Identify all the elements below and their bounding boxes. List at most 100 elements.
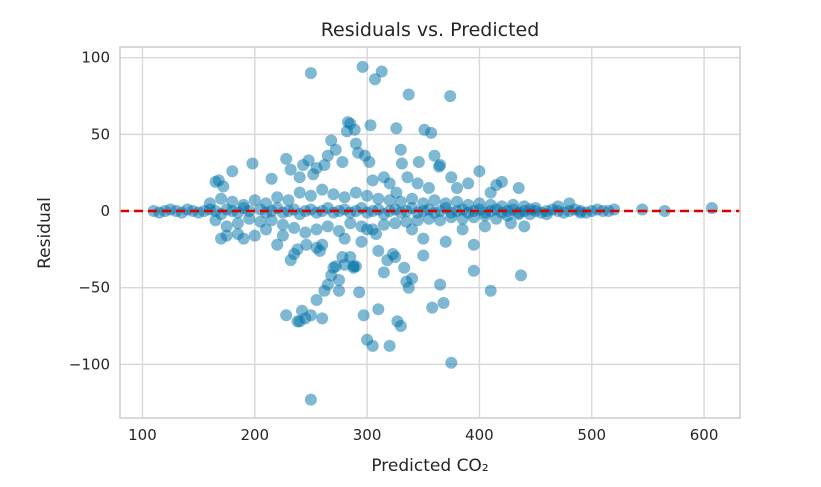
- y-axis-ticks: −100 −50 0 50 100: [69, 49, 110, 374]
- data-point: [361, 223, 374, 236]
- data-point: [518, 220, 531, 233]
- plot-frame: [119, 46, 741, 419]
- data-point: [495, 200, 508, 213]
- data-point: [444, 90, 457, 103]
- data-point: [515, 269, 527, 282]
- data-point: [402, 88, 415, 101]
- data-point: [280, 309, 293, 322]
- data-point: [215, 192, 228, 205]
- data-point: [462, 198, 475, 211]
- y-tick-label: 50: [91, 125, 110, 143]
- data-point: [349, 137, 362, 150]
- data-point: [284, 254, 297, 267]
- data-point: [243, 212, 256, 225]
- data-point: [280, 152, 293, 165]
- data-point: [456, 223, 469, 236]
- data-point: [372, 303, 385, 316]
- data-point: [507, 198, 520, 211]
- data-point: [445, 211, 458, 224]
- data-point: [417, 249, 430, 262]
- data-point: [304, 393, 317, 406]
- data-point: [327, 188, 340, 201]
- data-point: [310, 223, 323, 236]
- data-point: [377, 218, 390, 231]
- data-point: [552, 200, 564, 213]
- data-point: [484, 284, 497, 297]
- x-tick-label: 200: [240, 426, 269, 444]
- data-point: [394, 195, 407, 208]
- data-point: [366, 339, 379, 352]
- data-point: [366, 174, 379, 187]
- data-point: [344, 217, 357, 230]
- data-point: [445, 171, 458, 184]
- data-point: [329, 143, 342, 156]
- data-point: [370, 228, 383, 240]
- data-point: [316, 238, 329, 251]
- data-point: [364, 119, 377, 132]
- data-point: [302, 154, 315, 167]
- data-point: [484, 198, 497, 211]
- data-point: [265, 172, 278, 185]
- data-point: [473, 165, 486, 178]
- data-point: [304, 189, 317, 202]
- data-point: [658, 205, 671, 217]
- data-point: [390, 122, 403, 135]
- data-point: [467, 211, 480, 224]
- data-point: [203, 197, 216, 210]
- data-point: [237, 198, 250, 211]
- data-point: [422, 182, 435, 194]
- data-point: [411, 214, 424, 227]
- data-point: [293, 171, 306, 184]
- data-point: [248, 194, 261, 207]
- data-point: [342, 116, 354, 129]
- y-tick-label: −50: [78, 279, 110, 297]
- data-point: [473, 197, 486, 210]
- data-point: [220, 220, 233, 233]
- data-point: [291, 243, 304, 256]
- plot-area: [120, 47, 740, 418]
- data-point: [504, 217, 517, 230]
- x-axis-ticks: 100 200 300 400 500 600: [128, 426, 718, 444]
- data-point: [300, 238, 313, 251]
- data-point: [445, 356, 458, 369]
- y-tick-label: 0: [100, 202, 110, 220]
- data-point: [349, 186, 362, 199]
- data-point: [356, 60, 369, 73]
- plot-background: [120, 47, 740, 418]
- data-point: [401, 171, 414, 184]
- data-point: [231, 217, 244, 230]
- data-point: [282, 194, 295, 207]
- data-point: [237, 232, 250, 245]
- data-point: [329, 260, 342, 273]
- x-tick-label: 300: [353, 426, 382, 444]
- data-point: [321, 220, 334, 233]
- data-point: [439, 235, 452, 248]
- data-point: [389, 251, 402, 263]
- data-point: [284, 163, 297, 176]
- data-point: [574, 206, 587, 219]
- data-point: [226, 165, 239, 178]
- data-point: [389, 217, 402, 230]
- data-point: [333, 284, 345, 297]
- data-point: [428, 149, 441, 162]
- data-point: [260, 197, 272, 210]
- data-point: [383, 339, 396, 352]
- data-point: [636, 203, 649, 216]
- data-point: [293, 186, 306, 199]
- x-tick-label: 600: [690, 426, 719, 444]
- plot-border: [119, 46, 741, 419]
- data-point: [467, 238, 480, 251]
- data-point: [437, 297, 450, 309]
- data-point: [316, 312, 329, 325]
- data-point: [338, 191, 351, 204]
- data-point: [402, 281, 415, 294]
- data-point: [271, 191, 284, 204]
- data-point: [495, 175, 508, 188]
- data-point: [383, 177, 396, 190]
- data-point: [299, 226, 312, 239]
- data-point: [226, 195, 239, 208]
- data-point: [276, 218, 289, 231]
- data-point: [479, 209, 491, 222]
- data-point: [325, 269, 338, 282]
